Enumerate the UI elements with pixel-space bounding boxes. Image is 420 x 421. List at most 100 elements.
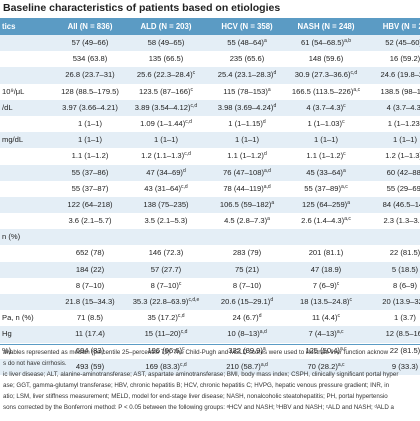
significance-superscript: a [271, 200, 274, 206]
cell-hbv: 22 (81.5) [362, 245, 420, 261]
cell-all: 184 (22) [50, 262, 130, 278]
cell-value: 7 (4–13) [309, 329, 337, 338]
cell-value: 1 (1–1) [235, 135, 259, 144]
cell-value: 45 (33–64) [306, 168, 343, 177]
cell-hcv: 20.6 (15–29.1)d [204, 294, 290, 310]
cell-value: 283 (79) [233, 248, 261, 257]
cell-hbv: 2.3 (1.3–3.6) [362, 213, 420, 229]
cell-value: 12 (8.5–16) [386, 329, 420, 338]
cell-all [50, 229, 130, 245]
footnote-line: ariables represented as median (percenti… [3, 349, 388, 356]
cell-ald: 135 (66.5) [125, 51, 207, 67]
cell-hcv: 4.5 (2.8–7.3)a [204, 213, 290, 229]
cell-nash: 7 (4–13)a,c [282, 326, 370, 342]
cell-ald: 25.6 (22.3–28.4)c [125, 67, 207, 83]
cell-hcv [204, 229, 290, 245]
cell-nash: 201 (81.1) [282, 245, 370, 261]
cell-hbv: 84 (46.5–144 [362, 197, 420, 213]
cell-value: 21.8 (15–34.3) [65, 297, 114, 306]
cell-hbv: 55 (29–69) [362, 181, 420, 197]
cell-all: 122 (64–218) [50, 197, 130, 213]
cell-value: 122 (64–218) [67, 200, 112, 209]
cell-value: 26.8 (23.7–31) [65, 70, 114, 79]
significance-superscript: a [267, 216, 270, 222]
significance-superscript: c [343, 103, 346, 109]
cell-value: 57 (49–66) [72, 38, 109, 47]
footnote-line: sons corrected by the Bonferroni method:… [3, 404, 394, 411]
cell-value: 123.5 (87–166) [139, 87, 191, 96]
cell-value: 3.98 (3.69–4.24) [218, 103, 274, 112]
cell-ald: 35.3 (22.8–63.9)c,d,e [125, 294, 207, 310]
cell-value: 24.6 (19.8–27. [381, 70, 420, 79]
row-label: 10⁹/μL [2, 84, 24, 100]
cell-value: 1 (1–1) [78, 119, 102, 128]
cell-value: 5 (18.5) [392, 265, 418, 274]
cell-nash: 1.1 (1–1.2)c [282, 148, 370, 164]
cell-value: 20 (13.9–32. [382, 297, 420, 306]
cell-value: 25.6 (22.3–28.4) [137, 70, 193, 79]
cell-value: 1.1 (1–1.2) [227, 151, 264, 160]
cell-hcv: 10 (8–13)a,d [204, 326, 290, 342]
cell-hbv: 8 (6–9) [362, 278, 420, 294]
cell-value: 106.5 (59–182) [220, 200, 272, 209]
cell-value: 55 (37–86) [72, 168, 109, 177]
cell-value: 1 (1–1.15) [228, 119, 263, 128]
significance-superscript: d [263, 119, 266, 125]
header-hcv: HCV (N = 358) [204, 18, 290, 35]
header-hbv: HBV (N = 27 [362, 18, 420, 35]
significance-superscript: c,d [191, 103, 198, 109]
cell-value: 1.1 (1–1.2) [306, 151, 343, 160]
cell-hcv: 1 (1–1) [204, 132, 290, 148]
cell-value: 166.5 (113.5–226) [292, 87, 354, 96]
significance-superscript: a,c [344, 216, 351, 222]
significance-superscript: d [273, 70, 276, 76]
cell-hcv: 115 (78–153)a [204, 84, 290, 100]
cell-value: 1.2 (1.1–1.3) [141, 151, 184, 160]
cell-hcv: 3.98 (3.69–4.24)d [204, 100, 290, 116]
cell-value: 15 (11–20) [145, 329, 181, 338]
cell-value: 3.5 (2.1–5.3) [144, 216, 187, 225]
cell-hcv: 1 (1–1.15)d [204, 116, 290, 132]
cell-value: 4 (3.7–4.3) [306, 103, 343, 112]
cell-value: 1 (1–1.23) [388, 119, 420, 128]
table-title: Baseline characteristics of patients bas… [3, 2, 280, 14]
cell-value: 47 (18.9) [311, 265, 341, 274]
cell-value: 43 (31–64) [144, 184, 181, 193]
cell-all: 128 (88.5–179.5) [50, 84, 130, 100]
cell-value: 18 (13.5–24.8) [300, 297, 349, 306]
cell-all: 8 (7–10) [50, 278, 130, 294]
cell-value: 2.6 (1.4–4.3) [301, 216, 344, 225]
cell-value: 60 (42–88) [387, 168, 420, 177]
footnote-line: ic liver disease; ALT, alanine-aminotran… [3, 371, 398, 378]
cell-value: 3.89 (3.54–4.12) [135, 103, 191, 112]
cell-all: 1.1 (1–1.2) [50, 148, 130, 164]
cell-hbv: 1 (1–1) [362, 132, 420, 148]
cell-ald: 1.2 (1.1–1.3)c,d [125, 148, 207, 164]
cell-nash: 61 (54–68.5)a,b [282, 35, 370, 51]
cell-ald: 1.09 (1–1.44)c,d [125, 116, 207, 132]
cell-value: 55 (37–87) [72, 184, 109, 193]
cell-value: 16 (59.2) [390, 54, 420, 63]
cell-hbv: 1 (3.7) [362, 310, 420, 326]
cell-value: 75 (21) [235, 265, 259, 274]
significance-superscript: a,b [344, 38, 351, 44]
cell-value: 10 (8–13) [227, 329, 260, 338]
cell-value: 128 (88.5–179.5) [61, 87, 119, 96]
cell-hcv: 283 (79) [204, 245, 290, 261]
cell-all: 1 (1–1) [50, 132, 130, 148]
cell-value: 11 (17.4) [75, 329, 105, 338]
cell-value: 1.2 (1–1.3) [385, 151, 420, 160]
cell-value: 24 (6.7) [233, 313, 259, 322]
cell-hbv: 1 (1–1.23) [362, 116, 420, 132]
cell-ald: 1 (1–1) [125, 132, 207, 148]
significance-superscript: a,d [264, 184, 271, 190]
significance-superscript: c,d,e [188, 297, 199, 303]
row-label: n (%) [2, 229, 20, 245]
